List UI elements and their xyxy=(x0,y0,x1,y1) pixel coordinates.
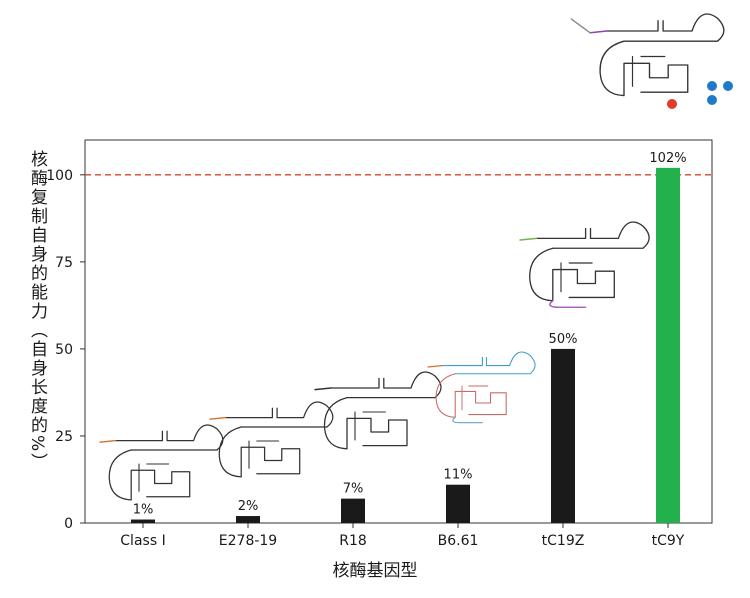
bar xyxy=(131,519,155,523)
structure-strand xyxy=(314,387,332,391)
structure-marker-dot xyxy=(707,95,717,105)
data-label: 102% xyxy=(649,151,686,166)
x-tick-label: E278-19 xyxy=(219,533,277,549)
structure-strand xyxy=(248,440,280,469)
structure-strand xyxy=(99,439,117,443)
y-tick-label: 25 xyxy=(55,429,73,445)
structure-strand xyxy=(354,411,386,441)
structure-strand xyxy=(427,364,443,368)
plot-frame xyxy=(84,139,713,524)
structure-strand xyxy=(519,237,538,241)
ribozyme-structure-sketch xyxy=(519,221,650,308)
y-axis-label: 核酶复制自身的能力（自身长度的%） xyxy=(27,150,47,473)
x-tick-label: tC19Z xyxy=(542,533,585,549)
structure-strand xyxy=(218,426,301,478)
structure-marker-dot xyxy=(707,81,717,91)
structure-strand xyxy=(570,18,591,34)
structure-strand xyxy=(606,13,725,42)
data-label: 7% xyxy=(343,482,364,497)
structure-strand xyxy=(535,221,650,249)
structure-strand xyxy=(138,463,170,492)
structure-strand xyxy=(224,401,334,428)
structure-strand xyxy=(209,416,227,420)
structure-strand xyxy=(323,396,408,450)
structure-strand xyxy=(529,247,615,302)
structure-strand xyxy=(441,351,536,375)
ribozyme-structure-sketch xyxy=(99,424,224,501)
data-label: 50% xyxy=(549,332,578,347)
structure-marker-dot xyxy=(667,99,677,109)
structure-strand xyxy=(330,371,442,399)
bar xyxy=(236,516,260,523)
ribozyme-structure-sketch xyxy=(427,351,536,424)
bar xyxy=(446,484,470,523)
y-tick-label: 50 xyxy=(55,342,73,358)
bar xyxy=(551,348,575,523)
ribozyme-structure-sketch xyxy=(314,371,442,450)
ribozyme-structure-sketch xyxy=(209,401,334,478)
y-tick-label: 0 xyxy=(64,516,73,532)
bar xyxy=(656,167,680,523)
structure-strand xyxy=(589,30,608,34)
structure-strand xyxy=(114,424,224,451)
bar xyxy=(341,498,365,523)
structure-strand xyxy=(435,373,507,418)
ribozyme-structure-sketch xyxy=(570,13,725,97)
y-tick-label: 75 xyxy=(55,255,73,271)
structure-strand xyxy=(549,300,587,308)
x-axis-label: 核酶基因型 xyxy=(332,561,418,581)
structure-strand xyxy=(599,40,689,97)
structure-strand xyxy=(560,262,593,293)
data-label: 1% xyxy=(133,503,154,518)
structure-strand xyxy=(461,385,489,411)
x-tick-label: Class I xyxy=(120,533,165,549)
structure-strand xyxy=(631,55,666,87)
y-tick-label: 100 xyxy=(46,168,73,184)
x-tick-label: tC9Y xyxy=(652,533,685,549)
x-tick-label: R18 xyxy=(339,533,367,549)
x-tick-label: B6.61 xyxy=(438,533,479,549)
data-label: 11% xyxy=(444,468,473,483)
data-label: 2% xyxy=(238,499,259,514)
structure-strand xyxy=(452,416,483,424)
structure-strand xyxy=(108,449,191,501)
structure-marker-dot xyxy=(723,81,733,91)
